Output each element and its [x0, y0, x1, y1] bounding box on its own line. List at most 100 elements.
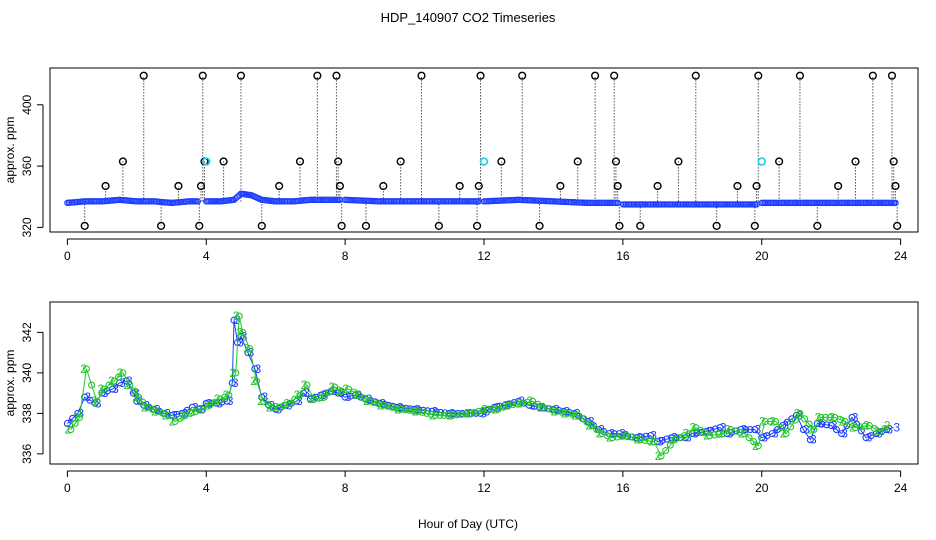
series-marker-2: 2	[342, 382, 349, 396]
series-point	[489, 405, 497, 413]
series-marker-3: 3	[817, 417, 824, 431]
outlier-point	[497, 157, 506, 166]
series-marker-3: 3	[414, 402, 421, 416]
outlier-point	[535, 221, 544, 230]
series-point	[726, 426, 735, 434]
series-point	[315, 394, 323, 402]
outlier-point	[733, 181, 742, 191]
series-point	[91, 399, 99, 407]
bottom-x-tick-label: 4	[203, 481, 210, 495]
series-point	[642, 432, 650, 440]
series-point	[788, 415, 796, 423]
series-marker-2: 2	[108, 374, 115, 388]
series-marker-3: 3	[609, 427, 616, 441]
series-point	[751, 426, 759, 434]
series-point	[645, 437, 654, 445]
series-marker-2: 2	[873, 425, 880, 439]
outlier-point	[518, 71, 527, 80]
series-point	[613, 433, 621, 441]
series-point	[563, 409, 571, 417]
series-point	[325, 388, 334, 396]
series-point	[558, 408, 566, 416]
series-point	[742, 426, 750, 434]
series-marker-3: 3	[564, 404, 571, 418]
series-marker-2: 2	[669, 433, 676, 447]
series-point	[171, 417, 179, 426]
series-marker-3: 3	[192, 400, 199, 414]
series-point	[355, 391, 363, 399]
outlier-point	[750, 221, 759, 230]
series-point	[350, 388, 358, 396]
series-marker-3: 3	[366, 392, 373, 406]
series-marker-3: 3	[237, 336, 244, 350]
series-point	[523, 398, 531, 406]
series-marker-3: 3	[216, 396, 223, 410]
top-x-tick-label: 12	[477, 249, 491, 263]
outlier-point	[754, 71, 763, 80]
series-point	[593, 426, 601, 434]
series-marker-2: 2	[502, 398, 509, 412]
outlier-point	[674, 157, 683, 166]
series-marker-2: 2	[717, 427, 724, 441]
series-marker-3: 3	[761, 431, 768, 445]
series-point	[578, 415, 586, 423]
series-marker-3: 3	[261, 390, 268, 404]
bottom-x-tick-label: 12	[477, 481, 491, 495]
series-marker-3: 3	[574, 406, 581, 420]
series-marker-2: 2	[236, 325, 243, 339]
series-marker-3: 3	[886, 423, 893, 437]
series-point	[768, 430, 776, 438]
series-marker-3: 3	[671, 431, 678, 445]
series-point	[817, 413, 825, 421]
series-marker-2: 2	[243, 342, 250, 356]
series-marker-3: 3	[95, 396, 102, 410]
series-marker-2: 2	[655, 449, 662, 463]
series-marker-3: 3	[248, 346, 255, 360]
series-point	[856, 423, 864, 431]
series-point	[504, 401, 512, 409]
series-point	[715, 430, 723, 438]
series-point	[663, 435, 671, 443]
series-marker-2: 2	[294, 388, 301, 402]
series-marker-2: 2	[91, 394, 98, 408]
outlier-point	[455, 181, 464, 191]
series-marker-2: 2	[634, 433, 641, 447]
series-marker-3: 3	[126, 374, 133, 388]
series-point	[650, 438, 658, 446]
outlier-point	[813, 221, 822, 230]
series-point	[479, 406, 487, 414]
series-point	[799, 426, 807, 434]
bottom-y-tick-label: 342	[20, 322, 34, 342]
top-x-tick-label: 20	[755, 249, 769, 263]
series-marker-2: 2	[151, 404, 158, 418]
series-point	[801, 415, 809, 423]
series-point	[130, 387, 138, 395]
outlier-point	[712, 221, 721, 230]
series-marker-2: 2	[196, 402, 203, 416]
series-point	[667, 434, 676, 442]
series-point	[303, 381, 311, 389]
series-point	[746, 426, 754, 434]
series-point	[462, 410, 470, 418]
bottom-y-tick-label: 336	[20, 444, 34, 464]
series-point	[782, 430, 790, 438]
outlier-point	[752, 181, 761, 191]
series-marker-3: 3	[810, 433, 817, 447]
series-point	[806, 436, 814, 444]
series-point	[658, 436, 666, 444]
outlier-point	[196, 181, 206, 191]
outlier-point	[174, 181, 183, 191]
series-point	[388, 403, 396, 411]
series-point	[857, 427, 865, 435]
series-marker-3: 3	[102, 386, 109, 400]
series-point	[881, 425, 889, 433]
series-point	[777, 423, 785, 432]
series-marker-2: 2	[780, 427, 787, 441]
series-point	[636, 436, 644, 444]
series-marker-3: 3	[227, 394, 234, 408]
series-marker-3: 3	[303, 386, 310, 400]
top-x-tick-label: 0	[64, 249, 71, 263]
series-point	[392, 404, 400, 412]
outlier-point	[691, 71, 700, 80]
